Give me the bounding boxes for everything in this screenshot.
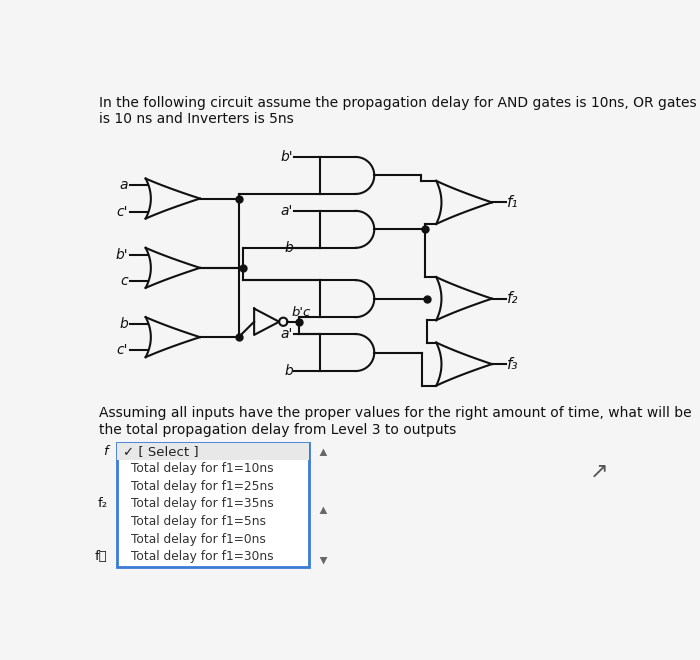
Text: Total delay for f1=5ns: Total delay for f1=5ns: [131, 515, 266, 528]
Text: Total delay for f1=35ns: Total delay for f1=35ns: [131, 498, 274, 510]
Text: the total propagation delay from Level 3 to outputs: the total propagation delay from Level 3…: [99, 424, 456, 438]
Text: b: b: [284, 364, 293, 378]
Text: c': c': [116, 205, 128, 218]
Text: Total delay for f1=25ns: Total delay for f1=25ns: [131, 480, 274, 492]
Text: b': b': [116, 248, 128, 262]
Text: c': c': [116, 343, 128, 357]
Text: b'c: b'c: [291, 306, 311, 319]
Text: f: f: [103, 445, 108, 457]
Text: ▶: ▶: [318, 506, 328, 513]
Bar: [117, 443, 309, 568]
Text: f₂: f₂: [508, 291, 519, 306]
Text: a': a': [281, 204, 293, 218]
Text: f₂: f₂: [97, 498, 108, 510]
Text: is 10 ns and Inverters is 5ns: is 10 ns and Inverters is 5ns: [99, 112, 294, 125]
Text: ↗: ↗: [589, 462, 608, 482]
Text: a: a: [119, 178, 128, 193]
Text: c: c: [120, 274, 128, 288]
Text: Total delay for f1=10ns: Total delay for f1=10ns: [131, 462, 274, 475]
Text: b': b': [280, 150, 293, 164]
Text: b: b: [119, 317, 128, 331]
Text: Total delay for f1=30ns: Total delay for f1=30ns: [131, 550, 274, 564]
Text: Assuming all inputs have the proper values for the right amount of time, what wi: Assuming all inputs have the proper valu…: [99, 407, 692, 420]
Text: In the following circuit assume the propagation delay for AND gates is 10ns, OR : In the following circuit assume the prop…: [99, 96, 696, 110]
Text: ▶: ▶: [318, 556, 328, 564]
Text: ▶: ▶: [318, 447, 328, 455]
Text: f₃: f₃: [508, 356, 519, 372]
Text: Total delay for f1=0ns: Total delay for f1=0ns: [131, 533, 266, 546]
Text: a': a': [281, 327, 293, 341]
Text: ✓ [ Select ]: ✓ [ Select ]: [123, 445, 199, 457]
Text: f⎃: f⎃: [95, 550, 108, 564]
Text: f₁: f₁: [508, 195, 519, 210]
Text: b: b: [284, 241, 293, 255]
Bar: [117, 443, 309, 459]
